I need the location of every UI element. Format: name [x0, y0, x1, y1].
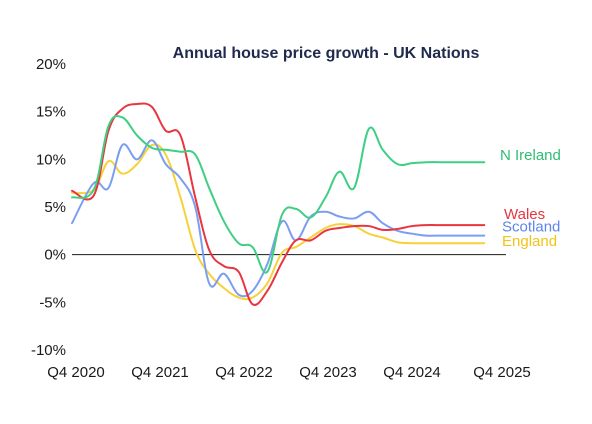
- x-tick-label: Q4 2023: [299, 364, 357, 381]
- y-tick-label: -5%: [39, 294, 66, 311]
- series-line-wales: [71, 102, 486, 306]
- series-label-england: England: [502, 233, 557, 250]
- x-tick-label: Q4 2025: [473, 364, 531, 381]
- x-tick-label: Q4 2020: [47, 364, 105, 381]
- series-lines: [71, 102, 486, 306]
- x-tick-label: Q4 2022: [215, 364, 273, 381]
- y-axis-ticks: 20% 15% 10% 5% 0% -5% -10%: [31, 56, 66, 359]
- series-label-n-ireland: N Ireland: [500, 147, 561, 164]
- y-tick-label: 20%: [36, 56, 66, 73]
- x-axis-ticks: Q4 2020 Q4 2021 Q4 2022 Q4 2023 Q4 2024 Q4 20…: [47, 364, 531, 381]
- x-tick-label: Q4 2024: [383, 364, 441, 381]
- y-tick-label: 5%: [44, 199, 66, 216]
- chart-title: Annual house price growth - UK Nations: [173, 45, 480, 62]
- series-label-wales: Wales: [504, 206, 545, 223]
- series-label-scotland: Scotland: [502, 219, 560, 236]
- series-line-england: [71, 143, 486, 301]
- y-tick-label: 0%: [44, 247, 66, 264]
- x-tick-label: Q4 2021: [131, 364, 189, 381]
- series-line-n-ireland: [71, 114, 486, 274]
- y-tick-label: 15%: [36, 104, 66, 121]
- series-line-scotland: [71, 139, 486, 298]
- y-tick-label: -10%: [31, 342, 66, 359]
- y-tick-label: 10%: [36, 151, 66, 168]
